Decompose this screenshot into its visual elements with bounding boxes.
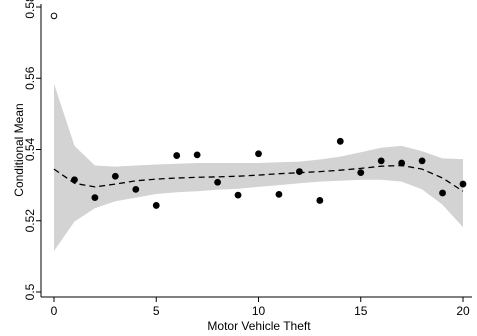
x-tick-label: 15 <box>354 304 368 318</box>
y-tick-label: 0.58 <box>23 0 37 19</box>
data-point <box>398 159 406 167</box>
confidence-band <box>54 83 463 251</box>
data-point <box>234 191 242 199</box>
data-point <box>193 151 201 159</box>
data-point <box>357 169 365 177</box>
x-tick-label: 20 <box>456 304 470 318</box>
data-point <box>152 202 160 209</box>
y-tick-label: 0.52 <box>23 209 37 233</box>
data-point <box>459 180 467 188</box>
x-axis-title: Motor Vehicle Theft <box>207 319 311 333</box>
data-point <box>439 189 446 197</box>
x-tick-label: 5 <box>153 304 160 318</box>
data-point <box>111 172 119 180</box>
y-axis-title: Conditional Mean <box>12 103 26 196</box>
data-point <box>173 152 181 159</box>
data-point <box>275 190 283 198</box>
x-ticks: 0 5 10 15 20 <box>51 297 470 318</box>
data-point <box>255 150 262 158</box>
data-point <box>132 186 140 193</box>
data-point <box>316 197 324 204</box>
data-point <box>214 178 222 186</box>
data-point <box>418 157 426 165</box>
y-tick-label: 0.56 <box>23 66 37 90</box>
y-tick-label: 0.5 <box>23 283 37 300</box>
data-point <box>377 157 385 165</box>
hollow-data-point <box>50 12 58 20</box>
data-point <box>91 194 99 201</box>
y-tick-label: 0.54 <box>23 137 37 161</box>
axes: 0 5 10 15 20 0.5 0.52 0.54 0.56 0.58 <box>23 0 472 318</box>
plot-area <box>50 12 467 251</box>
y-ticks: 0.5 0.52 0.54 0.56 0.58 <box>23 0 41 300</box>
data-point <box>296 168 303 175</box>
fit-line <box>53 164 464 192</box>
x-tick-label: 0 <box>51 304 58 318</box>
x-tick-label: 10 <box>252 304 266 318</box>
data-point <box>71 176 78 184</box>
data-point <box>336 137 344 145</box>
data-points <box>50 12 467 209</box>
